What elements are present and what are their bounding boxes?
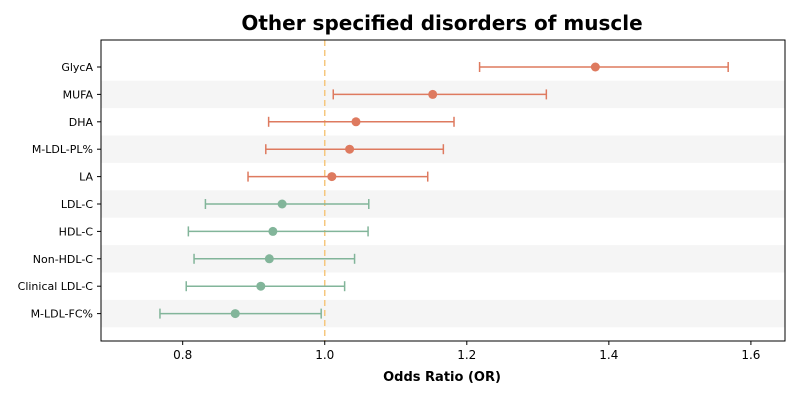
- y-tick-label: MUFA: [63, 88, 94, 101]
- chart-title: Other specified disorders of muscle: [241, 11, 642, 35]
- or-point: [268, 226, 278, 236]
- x-tick-label: 1.4: [599, 348, 618, 362]
- or-point: [345, 144, 355, 154]
- forest-row: [265, 144, 445, 155]
- plot-frame: [100, 39, 786, 342]
- x-tick-label: 1.6: [741, 348, 760, 362]
- or-point: [428, 89, 438, 99]
- forest-row: [193, 253, 356, 264]
- x-tick-label: 0.8: [173, 348, 192, 362]
- or-point: [256, 281, 266, 291]
- x-axis-label: Odds Ratio (OR): [383, 370, 501, 385]
- or-point: [590, 62, 600, 72]
- y-tick-label: M-LDL-FC%: [31, 308, 93, 321]
- forest-row: [247, 171, 429, 182]
- error-bar-marks: [159, 62, 729, 319]
- y-axis-ticks: GlycA MUFA DHA M-LDL-PL% LA LDL-C HDL-C Non-HDL…: [18, 61, 101, 321]
- y-tick-label: LDL-C: [61, 198, 94, 211]
- y-tick-label: GlycA: [61, 61, 93, 74]
- x-tick-label: 1.2: [457, 348, 476, 362]
- forest-row: [478, 62, 729, 72]
- y-tick-label: DHA: [69, 116, 94, 129]
- row-band: [101, 190, 785, 218]
- forest-row: [332, 89, 548, 100]
- or-point: [264, 254, 274, 264]
- y-tick-label: HDL-C: [59, 225, 94, 238]
- x-tick-label: 1.0: [315, 348, 334, 362]
- y-tick-label: LA: [79, 171, 93, 184]
- forest-row: [185, 281, 346, 292]
- y-tick-label: M-LDL-PL%: [32, 143, 93, 156]
- or-point: [230, 309, 240, 319]
- forest-row: [187, 226, 369, 237]
- y-tick-label: Clinical LDL-C: [18, 280, 94, 293]
- or-point: [351, 117, 361, 127]
- x-axis-ticks: 0.8 1.0 1.2 1.4 1.6: [173, 341, 760, 362]
- or-point: [277, 199, 287, 209]
- or-point: [327, 172, 337, 182]
- y-tick-label: Non-HDL-C: [33, 253, 94, 266]
- forest-row: [204, 199, 370, 209]
- forest-row: [159, 308, 322, 319]
- row-shading: [101, 80, 785, 328]
- forest-row: [267, 116, 455, 127]
